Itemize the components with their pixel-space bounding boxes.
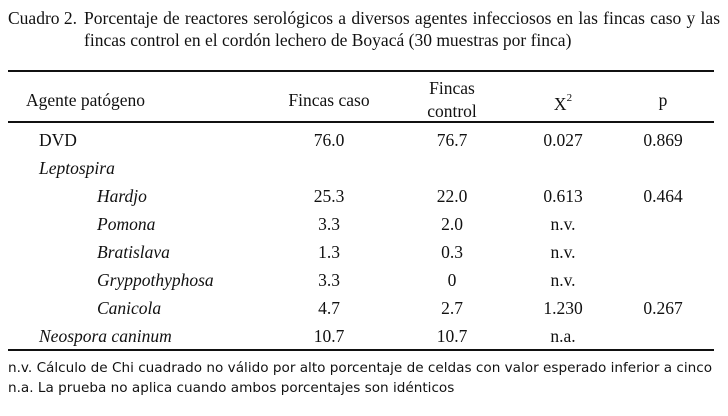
row-value-chi: 0.027 [543,130,583,150]
header-p: p [658,90,668,110]
bottom-rule [8,349,714,351]
caption-label: Cuadro 2. [8,8,78,28]
row-value-control: 22.0 [436,186,468,206]
row-value-p: 0.267 [643,298,683,318]
row-agent: Neospora caninum [39,326,172,346]
row-value-chi: 0.613 [543,186,583,206]
row-value-control: 2.7 [441,298,463,318]
row-value-chi: n.a. [550,326,576,346]
row-value-caso: 3.3 [318,270,340,290]
row-value-caso: 25.3 [313,186,345,206]
header-rule [8,121,714,123]
row-value-control: 76.7 [436,130,468,150]
chi-base: X [553,93,567,114]
row-agent: Leptospira [39,158,115,178]
header-fincas-control-line2: control [427,101,477,121]
row-value-control: 0.3 [441,242,463,262]
chi-superscript: 2 [566,92,573,104]
row-value-chi: n.v. [550,242,576,262]
row-value-control: 0 [447,270,457,290]
table-caption: Cuadro 2. Porcentaje de reactores seroló… [8,7,720,51]
row-agent: Hardjo [97,186,147,206]
row-value-caso: 10.7 [313,326,345,346]
row-value-p: 0.464 [643,186,683,206]
footnote-nv: n.v. Cálculo de Chi cuadrado no válido p… [8,360,713,376]
caption-text: Porcentaje de reactores serológicos a di… [84,8,720,50]
row-agent: Canicola [97,298,162,318]
row-value-chi: n.v. [550,270,576,290]
row-agent: Pomona [97,214,156,234]
row-value-caso: 3.3 [318,214,340,234]
header-chi-square: X2 [554,90,572,114]
row-value-caso: 4.7 [318,298,340,318]
row-agent: Gryppothyphosa [97,270,214,290]
row-agent: DVD [39,130,77,150]
row-agent: Bratislava [97,242,170,262]
header-fincas-control-line1: Fincas [429,78,475,98]
footnote-na: n.a. La prueba no aplica cuando ambos po… [8,380,455,396]
row-value-control: 2.0 [441,214,463,234]
row-value-p: 0.869 [643,130,683,150]
row-value-control: 10.7 [436,326,468,346]
header-fincas-caso: Fincas caso [288,90,370,110]
top-rule [8,70,714,72]
row-value-chi: n.v. [550,214,576,234]
header-agent: Agente patógeno [26,90,146,110]
row-value-caso: 1.3 [318,242,340,262]
row-value-caso: 76.0 [313,130,345,150]
row-value-chi: 1.230 [543,298,583,318]
